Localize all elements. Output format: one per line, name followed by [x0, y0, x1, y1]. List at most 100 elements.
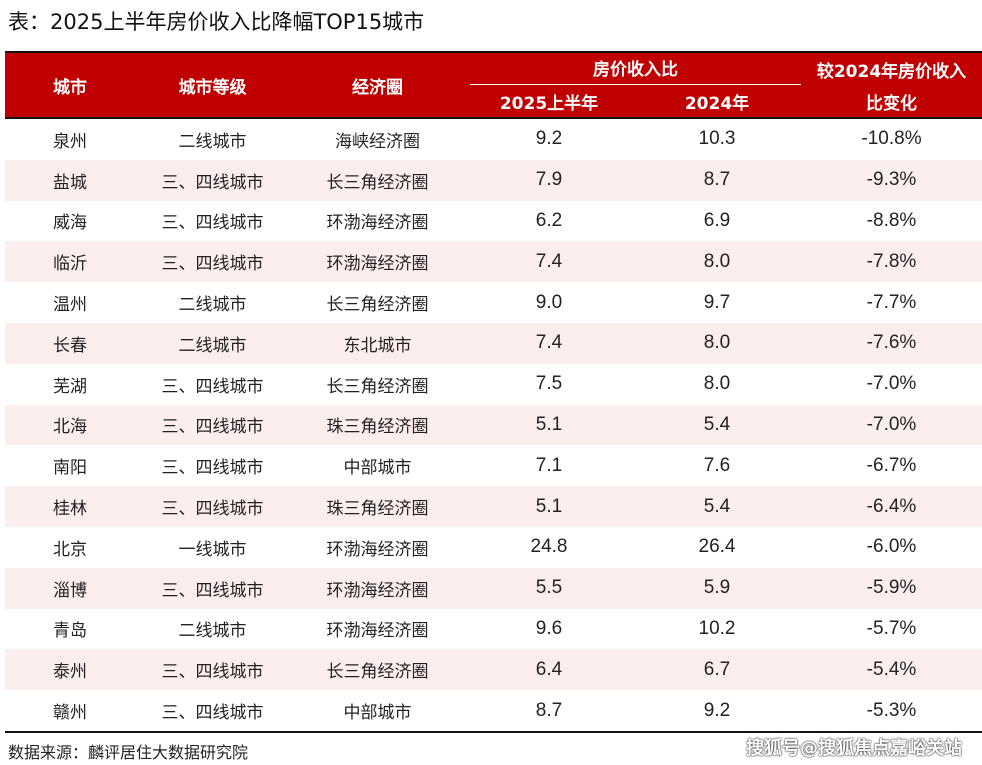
table-row: 淄博 三、四线城市 环渤海经济圈 5.5 5.9 -5.9%: [5, 567, 982, 609]
cell-tier: 三、四线城市: [135, 159, 290, 201]
cell-change: -7.6%: [801, 322, 982, 364]
cell-2025: 5.1: [465, 404, 633, 446]
cell-tier: 三、四线城市: [135, 241, 290, 283]
cell-circle: 长三角经济圈: [326, 295, 429, 316]
cell-2024: 10.3: [698, 128, 736, 150]
cell-city: 南阳: [53, 458, 87, 479]
cell-change: -6.0%: [866, 536, 917, 558]
cell-tier: 二线城市: [178, 295, 247, 316]
cell-circle: 环渤海经济圈: [326, 621, 429, 642]
table-row: 长春 二线城市 东北城市 7.4 8.0 -7.6%: [5, 322, 982, 364]
cell-2024: 9.7: [703, 291, 731, 313]
cell-city: 芜湖: [53, 376, 87, 397]
cell-circle: 环渤海经济圈: [290, 567, 465, 609]
cell-2025: 9.6: [535, 617, 563, 639]
cell-change: -7.8%: [801, 241, 982, 283]
cell-tier: 三、四线城市: [161, 376, 264, 397]
table-title: 表：2025上半年房价收入比降幅TOP15城市: [8, 10, 425, 34]
cell-tier: 二线城市: [178, 621, 247, 642]
cell-city: 长春: [5, 322, 135, 364]
header-tier: 城市等级: [135, 52, 290, 118]
cell-change: -6.4%: [801, 486, 982, 527]
cell-tier: 二线城市: [178, 131, 247, 152]
header-circle: 经济圈: [290, 52, 465, 118]
data-table: 城市 城市等级 经济圈 房价收入比 较2024年房价收入 2025上半年 202…: [5, 51, 982, 733]
cell-tier: 三、四线城市: [135, 567, 290, 609]
cell-2024: 5.4: [633, 404, 801, 446]
cell-circle: 长三角经济圈: [326, 376, 429, 397]
cell-change: -6.7%: [866, 454, 917, 476]
cell-circle: 环渤海经济圈: [290, 241, 465, 283]
cell-tier: 三、四线城市: [161, 703, 264, 724]
cell-circle: 环渤海经济圈: [326, 539, 429, 560]
header-change-line2: 比变化: [801, 85, 982, 118]
cell-change: -7.0%: [866, 373, 917, 395]
cell-tier: 三、四线城市: [135, 486, 290, 527]
cell-city: 北海: [5, 404, 135, 446]
table-row: 南阳 三、四线城市 中部城市 7.1 7.6 -6.7%: [5, 445, 982, 486]
table-row: 泰州 三、四线城市 长三角经济圈 6.4 6.7 -5.4%: [5, 649, 982, 691]
table-row: 赣州 三、四线城市 中部城市 8.7 9.2 -5.3%: [5, 690, 982, 732]
cell-city: 淄博: [5, 567, 135, 609]
cell-change: -7.0%: [801, 404, 982, 446]
cell-2025: 7.1: [535, 454, 563, 476]
cell-circle: 长三角经济圈: [290, 159, 465, 201]
table-row: 青岛 二线城市 环渤海经济圈 9.6 10.2 -5.7%: [5, 609, 982, 650]
cell-2025: 24.8: [530, 536, 568, 558]
cell-city: 北京: [53, 539, 87, 560]
cell-city: 泉州: [53, 131, 87, 152]
cell-2024: 9.2: [703, 699, 731, 721]
cell-city: 桂林: [5, 486, 135, 527]
cell-tier: 三、四线城市: [135, 649, 290, 691]
cell-2024: 6.7: [633, 649, 801, 691]
cell-2025: 9.0: [535, 291, 563, 313]
header-2024: 2024年: [633, 85, 801, 118]
table-row: 北海 三、四线城市 珠三角经济圈 5.1 5.4 -7.0%: [5, 404, 982, 446]
cell-city: 温州: [53, 295, 87, 316]
cell-2024: 5.4: [633, 486, 801, 527]
cell-change: -5.7%: [866, 617, 917, 639]
cell-change: -5.3%: [866, 699, 917, 721]
cell-2025: 5.5: [465, 567, 633, 609]
cell-circle: 海峡经济圈: [335, 131, 420, 152]
table-row: 桂林 三、四线城市 珠三角经济圈 5.1 5.4 -6.4%: [5, 486, 982, 527]
cell-circle: 中部城市: [343, 458, 412, 479]
table-row: 临沂 三、四线城市 环渤海经济圈 7.4 8.0 -7.8%: [5, 241, 982, 283]
header-ratio-group-label: 房价收入比: [470, 53, 801, 85]
cell-tier: 一线城市: [178, 539, 247, 560]
cell-2024: 7.6: [703, 454, 731, 476]
cell-2024: 8.0: [633, 322, 801, 364]
table-row: 北京 一线城市 环渤海经济圈 24.8 26.4 -6.0%: [5, 527, 982, 568]
cell-city: 青岛: [53, 621, 87, 642]
cell-change: -9.3%: [801, 159, 982, 201]
cell-circle: 珠三角经济圈: [290, 404, 465, 446]
cell-circle: 东北城市: [290, 322, 465, 364]
cell-circle: 中部城市: [343, 703, 412, 724]
table-row: 芜湖 三、四线城市 长三角经济圈 7.5 8.0 -7.0%: [5, 364, 982, 405]
table-row: 泉州 二线城市 海峡经济圈 9.2 10.3 -10.8%: [5, 118, 982, 160]
cell-change: -5.9%: [801, 567, 982, 609]
cell-2025: 7.4: [465, 241, 633, 283]
cell-tier: 三、四线城市: [161, 213, 264, 234]
cell-circle: 环渤海经济圈: [326, 213, 429, 234]
cell-circle: 长三角经济圈: [290, 649, 465, 691]
cell-circle: 珠三角经济圈: [290, 486, 465, 527]
cell-city: 泰州: [5, 649, 135, 691]
cell-2024: 8.7: [633, 159, 801, 201]
source-note: 数据来源：麟评居住大数据研究院: [8, 743, 249, 762]
cell-2025: 9.2: [535, 128, 563, 150]
cell-city: 赣州: [53, 703, 87, 724]
cell-city: 威海: [53, 213, 87, 234]
cell-2025: 7.9: [465, 159, 633, 201]
cell-2025: 5.1: [465, 486, 633, 527]
cell-tier: 二线城市: [135, 322, 290, 364]
table-row: 温州 二线城市 长三角经济圈 9.0 9.7 -7.7%: [5, 282, 982, 323]
cell-2024: 26.4: [698, 536, 736, 558]
cell-change: -8.8%: [866, 209, 917, 231]
cell-2024: 10.2: [698, 617, 736, 639]
table-row: 盐城 三、四线城市 长三角经济圈 7.9 8.7 -9.3%: [5, 159, 982, 201]
cell-2024: 8.0: [703, 373, 731, 395]
cell-2025: 8.7: [535, 699, 563, 721]
cell-tier: 三、四线城市: [135, 404, 290, 446]
cell-2024: 6.9: [703, 209, 731, 231]
